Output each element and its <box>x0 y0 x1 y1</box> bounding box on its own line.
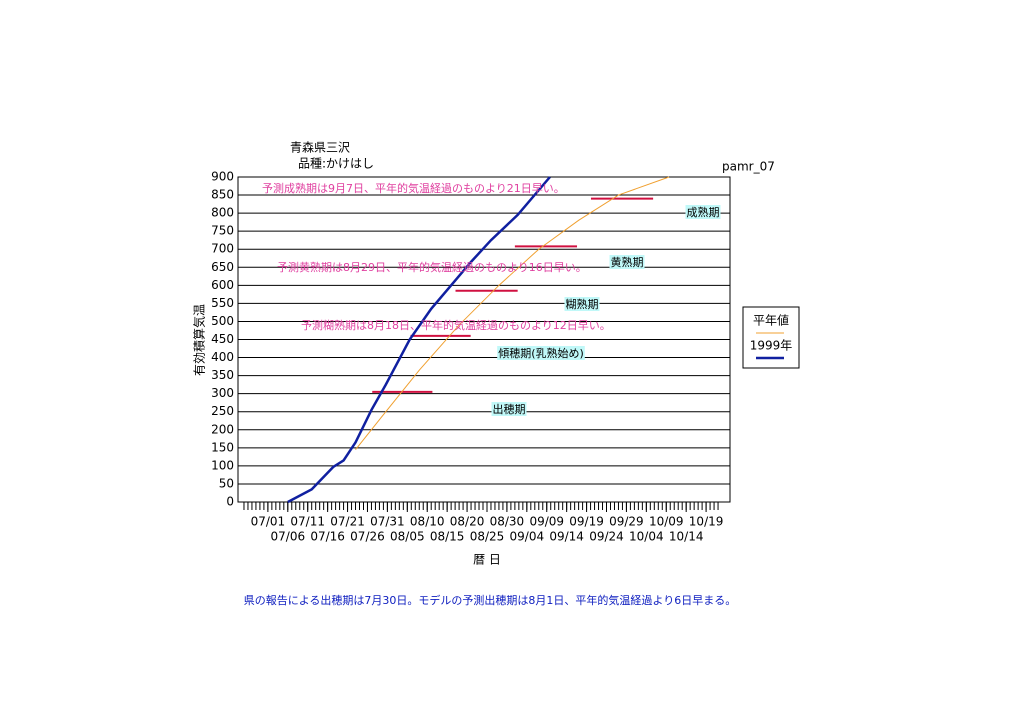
x-tick-label: 07/06 <box>271 530 306 544</box>
series-line <box>355 176 670 450</box>
chart-title: 青森県三沢 <box>290 140 350 155</box>
stage-label-bg <box>685 205 721 219</box>
y-axis-label: 有効積算気温 <box>192 304 207 376</box>
y-tick-label: 0 <box>226 495 234 509</box>
x-tick-label: 08/05 <box>390 530 425 544</box>
stage-label: 黄熟期 <box>611 255 644 269</box>
legend-label: 1999年 <box>750 339 793 353</box>
y-tick-label: 750 <box>211 224 234 238</box>
y-tick-label: 250 <box>211 404 234 418</box>
x-tick-label: 07/16 <box>310 530 345 544</box>
y-tick-label: 400 <box>211 350 234 364</box>
y-tick-label: 900 <box>211 170 234 184</box>
footnote: 県の報告による出穂期は7月30日。モデルの予測出穂期は8月1日、平年的気温経過よ… <box>244 593 736 607</box>
y-tick-label: 650 <box>211 260 234 274</box>
x-tick-label: 08/25 <box>470 530 505 544</box>
x-tick-label: 09/09 <box>529 515 564 529</box>
y-tick-label: 500 <box>211 314 234 328</box>
stage-label-bg <box>609 255 645 269</box>
x-tick-label: 10/09 <box>649 515 684 529</box>
y-tick-label: 300 <box>211 386 234 400</box>
legend-label: 平年値 <box>753 313 789 328</box>
x-tick-label: 07/01 <box>251 515 286 529</box>
y-tick-label: 600 <box>211 278 234 292</box>
x-tick-label: 07/21 <box>330 515 365 529</box>
chart-code: pamr_07 <box>722 160 775 174</box>
x-tick-label: 08/10 <box>410 515 445 529</box>
annotation: 予測黄熟期は8月29日、平年的気温経過のものより16日早い。 <box>277 260 587 274</box>
y-tick-label: 150 <box>211 440 234 454</box>
stage-label: 傾穂期(乳熟始め) <box>498 346 584 360</box>
x-tick-label: 08/30 <box>490 515 525 529</box>
stage-label: 糊熟期 <box>566 297 599 311</box>
annotation: 予測糊熟期は8月18日、平年的気温経過のものより12日早い。 <box>301 318 611 332</box>
y-tick-label: 50 <box>219 476 234 490</box>
x-tick-label: 09/29 <box>609 515 644 529</box>
y-tick-label: 550 <box>211 296 234 310</box>
x-tick-label: 09/14 <box>549 530 584 544</box>
y-tick-label: 700 <box>211 242 234 256</box>
x-tick-label: 08/15 <box>430 530 465 544</box>
stage-label: 成熟期 <box>687 205 720 219</box>
y-tick-label: 850 <box>211 188 234 202</box>
x-axis-label: 暦 日 <box>473 553 501 567</box>
annotation: 予測成熟期は9月7日、平年的気温経過のものより21日早い。 <box>262 181 565 195</box>
x-tick-label: 10/14 <box>669 530 704 544</box>
stage-label: 出穂期 <box>493 402 526 416</box>
stage-label-bg <box>564 297 600 311</box>
x-tick-label: 07/11 <box>290 515 325 529</box>
y-tick-label: 800 <box>211 206 234 220</box>
x-tick-label: 08/20 <box>450 515 485 529</box>
series-line <box>287 176 551 504</box>
stage-label-bg <box>491 402 527 416</box>
x-tick-label: 10/19 <box>689 515 724 529</box>
x-tick-label: 07/31 <box>370 515 405 529</box>
x-tick-label: 07/26 <box>350 530 385 544</box>
stage-label-bg <box>497 346 585 360</box>
x-tick-label: 09/19 <box>569 515 604 529</box>
x-tick-label: 10/04 <box>629 530 664 544</box>
y-tick-label: 200 <box>211 422 234 436</box>
chart-subtitle: 品種:かけはし <box>298 157 374 171</box>
y-tick-label: 350 <box>211 368 234 382</box>
x-tick-label: 09/24 <box>589 530 624 544</box>
y-tick-label: 450 <box>211 332 234 346</box>
x-tick-label: 09/04 <box>510 530 545 544</box>
y-tick-label: 100 <box>211 458 234 472</box>
